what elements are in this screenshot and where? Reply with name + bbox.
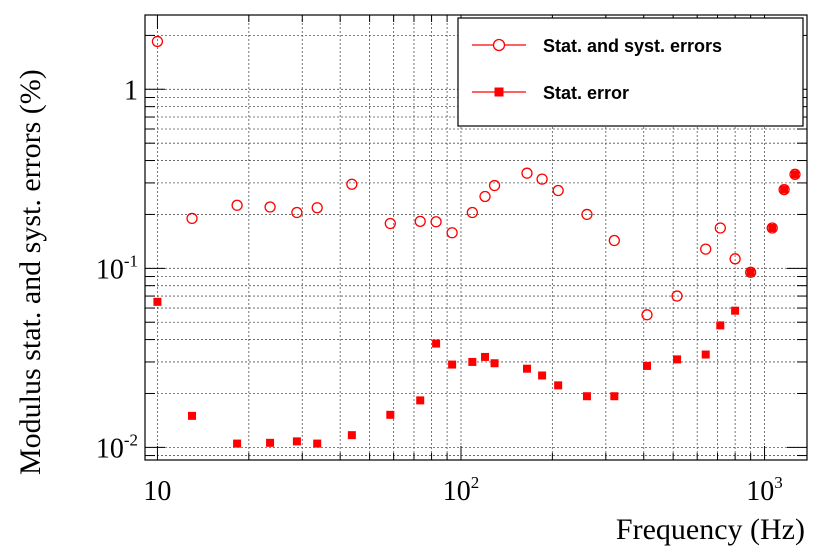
data-point-stat-and-syst xyxy=(479,190,491,203)
x-tick-label: 10 xyxy=(143,476,171,507)
y-tick-labels: 10-210-11 xyxy=(96,75,138,464)
data-point-stat xyxy=(292,437,301,446)
data-point-stat-and-syst xyxy=(311,202,323,214)
data-point-stat xyxy=(780,185,789,194)
data-point-stat-and-syst xyxy=(714,222,726,234)
data-point-stat xyxy=(432,339,441,348)
data-point-stat-and-syst xyxy=(521,167,533,179)
data-point-stat xyxy=(523,364,532,373)
data-point-stat xyxy=(386,410,395,419)
x-tick-label-exponent: 3 xyxy=(774,473,783,492)
data-point-stat-and-syst xyxy=(264,201,276,213)
data-point-stat-and-syst xyxy=(641,309,653,321)
data-point-stat xyxy=(313,439,322,448)
data-point-stat-and-syst xyxy=(430,216,442,228)
legend-label-stat: Stat. error xyxy=(543,83,629,103)
data-point-stat xyxy=(582,392,591,401)
data-point-stat-and-syst xyxy=(536,173,548,185)
y-tick-label: 1 xyxy=(124,75,138,106)
data-point-stat-and-syst xyxy=(744,266,757,278)
data-point-stat-and-syst xyxy=(581,208,593,221)
legend: Stat. and syst. errors Stat. error xyxy=(457,17,804,127)
data-point-stat-and-syst xyxy=(466,206,478,219)
y-axis-label: Modulus stat. and syst. errors (%) xyxy=(14,69,47,475)
y-tick-label-exponent: -2 xyxy=(124,430,138,449)
data-point-stat xyxy=(731,306,740,315)
data-point-stat-and-syst xyxy=(671,290,683,302)
data-point-stat xyxy=(610,392,619,401)
data-point-stat xyxy=(768,223,777,232)
data-point-stat-and-syst xyxy=(384,217,396,230)
data-point-stat-and-syst xyxy=(151,35,164,48)
legend-marker-open-circle xyxy=(492,38,506,52)
y-tick-label-exponent: -1 xyxy=(124,251,138,270)
data-point-stat-and-syst xyxy=(552,184,564,197)
legend-box xyxy=(457,17,804,127)
data-point-stat-and-syst xyxy=(346,178,358,190)
data-point-stat xyxy=(468,357,477,366)
data-points xyxy=(151,35,801,448)
data-point-stat-and-syst xyxy=(778,184,790,196)
data-point-stat xyxy=(642,361,651,370)
data-point-stat xyxy=(701,350,710,359)
legend-label-stat-and-syst: Stat. and syst. errors xyxy=(543,36,722,56)
data-point-stat xyxy=(188,411,197,420)
data-point-stat xyxy=(481,352,490,361)
data-point-stat xyxy=(266,438,275,447)
data-point-stat-and-syst xyxy=(414,215,426,227)
data-point-stat xyxy=(673,355,682,364)
data-point-stat xyxy=(538,371,547,380)
data-point-stat-and-syst xyxy=(789,168,801,180)
x-tick-label-exponent: 2 xyxy=(471,473,480,492)
data-point-stat xyxy=(554,381,563,390)
data-point-stat-and-syst xyxy=(608,234,620,247)
legend-marker-filled-square xyxy=(494,87,504,97)
data-point-stat-and-syst xyxy=(700,243,712,255)
data-point-stat-and-syst xyxy=(186,212,198,225)
data-point-stat xyxy=(490,359,499,368)
plot-frame xyxy=(144,14,808,461)
data-point-stat-and-syst xyxy=(446,227,458,239)
data-point-stat xyxy=(448,360,457,369)
data-point-stat-and-syst xyxy=(729,253,741,265)
data-point-stat xyxy=(153,297,162,306)
data-point-stat-and-syst xyxy=(766,222,778,234)
data-point-stat xyxy=(416,396,425,405)
data-point-stat xyxy=(233,439,242,448)
x-axis-label: Frequency (Hz) xyxy=(616,513,805,546)
data-point-stat-and-syst xyxy=(488,179,501,192)
data-point-stat-and-syst xyxy=(231,199,243,211)
data-point-stat-and-syst xyxy=(291,206,303,219)
data-point-stat xyxy=(746,268,755,277)
data-point-stat xyxy=(716,321,725,330)
data-point-stat xyxy=(791,170,800,179)
data-point-stat xyxy=(347,431,356,440)
